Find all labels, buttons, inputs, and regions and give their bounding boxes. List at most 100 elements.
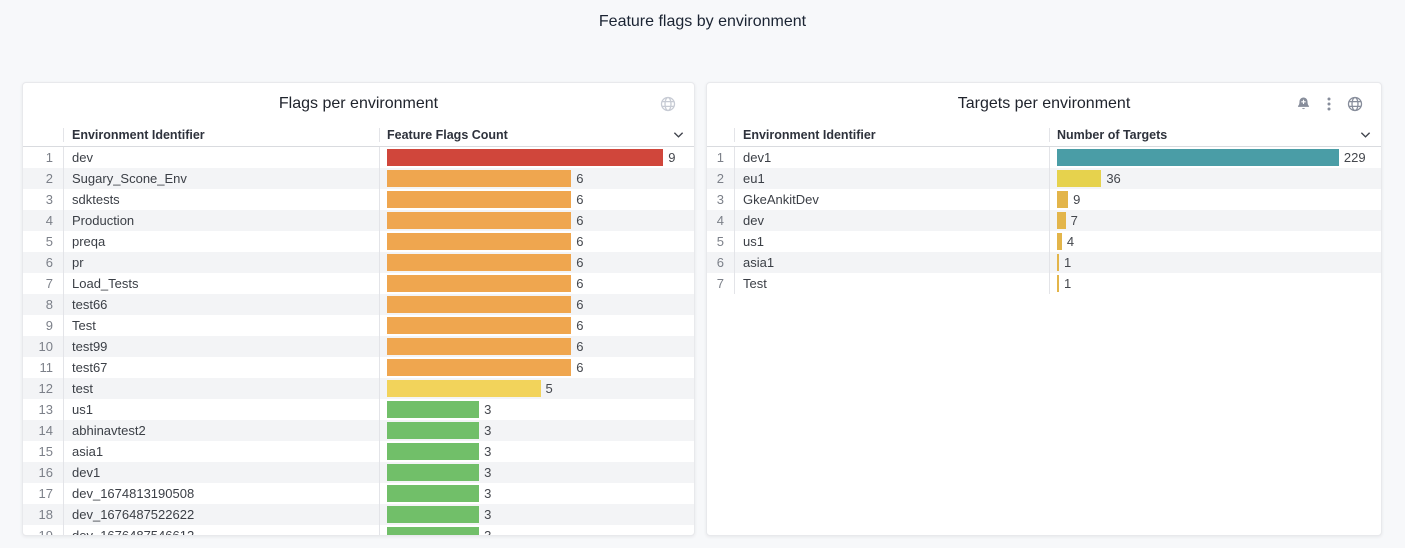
table-row: 14 abhinavtest2 3 [23, 420, 694, 441]
row-index: 15 [38, 444, 53, 459]
environment-name: us1 [63, 399, 379, 420]
panel-title[interactable]: Targets per environment [957, 94, 1131, 112]
panel-header: Targets per environment [707, 83, 1381, 124]
bar-cell: 9 [379, 147, 694, 168]
column-header-label: Feature Flags Count [387, 128, 508, 142]
bar-cell: 1 [1049, 252, 1381, 273]
bar-cell: 6 [379, 231, 694, 252]
globe-icon[interactable] [660, 96, 676, 112]
bar-value-label: 1 [1064, 255, 1072, 270]
panel-header-icons [1296, 83, 1363, 124]
environment-name: asia1 [734, 252, 1049, 273]
bar-cell: 3 [379, 483, 694, 504]
panel-title[interactable]: Flags per environment [278, 94, 439, 112]
bar-value-label: 6 [576, 339, 584, 354]
bar-value-label: 6 [576, 255, 584, 270]
row-index: 10 [38, 339, 53, 354]
table-row: 19 dev_1676487546612 3 [23, 525, 694, 536]
row-index: 9 [45, 318, 53, 333]
bar-value-label: 6 [576, 276, 584, 291]
environment-name: abhinavtest2 [63, 420, 379, 441]
column-header-feature-flags-count[interactable]: Feature Flags Count [379, 128, 694, 142]
environment-name: dev_1676487546612 [63, 525, 379, 535]
bar-cell: 3 [379, 399, 694, 420]
environment-name: dev1 [63, 462, 379, 483]
environment-name: dev1 [734, 147, 1049, 168]
chevron-down-icon[interactable] [673, 131, 684, 139]
table-row: 18 dev_1676487522622 3 [23, 504, 694, 525]
environment-name: sdktests [63, 189, 379, 210]
bar-value-label: 3 [484, 528, 492, 536]
panels-row: Flags per environment Environment Identi… [22, 82, 1382, 536]
row-index: 11 [39, 360, 54, 375]
bar-value-label: 4 [1066, 234, 1075, 249]
bar-value-label: 3 [484, 486, 492, 501]
environment-name: eu1 [734, 168, 1049, 189]
bar-cell: 7 [1049, 210, 1381, 231]
table-scroll-area[interactable]: 1 dev 9 2 Sugary_Scone_Env 6 3 sdktests 6 4 Produc… [23, 147, 694, 536]
row-index: 7 [45, 276, 53, 291]
globe-icon[interactable] [1347, 96, 1363, 112]
bar-cell: 3 [379, 420, 694, 441]
panel-header-icons [660, 83, 676, 124]
bar-value-label: 6 [576, 192, 584, 207]
row-index: 6 [716, 255, 724, 270]
chevron-down-icon[interactable] [1360, 131, 1371, 139]
table-row: 9 Test 6 [23, 315, 694, 336]
panel-flags-per-environment: Flags per environment Environment Identi… [22, 82, 695, 536]
bar-value-label: 9 [668, 150, 676, 165]
environment-name: dev_1674813190508 [63, 483, 379, 504]
bar-value-label: 3 [484, 402, 492, 417]
value-bar [1057, 191, 1069, 208]
bar-cell: 6 [379, 252, 694, 273]
environment-name: dev [63, 147, 379, 168]
bar-cell: 3 [379, 441, 694, 462]
column-header-environment-identifier[interactable]: Environment Identifier [734, 128, 1049, 142]
bar-cell: 229 [1049, 147, 1381, 168]
bar-value-label: 9 [1073, 192, 1081, 207]
table-row: 8 test66 6 [23, 294, 694, 315]
table-row: 11 test67 6 [23, 357, 694, 378]
bar-value-label: 3 [484, 507, 492, 522]
value-bar [387, 149, 664, 166]
bar-cell: 4 [1049, 231, 1381, 252]
bar-value-label: 3 [484, 423, 492, 438]
environment-name: Test [734, 273, 1049, 294]
bar-cell: 6 [379, 189, 694, 210]
value-bar [387, 170, 572, 187]
table-row: 10 test99 6 [23, 336, 694, 357]
row-index: 5 [716, 234, 724, 249]
environment-name: asia1 [63, 441, 379, 462]
environment-name: test66 [63, 294, 379, 315]
bar-value-label: 1 [1064, 276, 1072, 291]
row-index: 14 [38, 423, 53, 438]
environment-name: Load_Tests [63, 273, 379, 294]
bar-value-label: 3 [484, 465, 492, 480]
row-index: 2 [716, 171, 724, 186]
table-row: 3 GkeAnkitDev 9 [707, 189, 1381, 210]
bar-value-label: 3 [484, 444, 492, 459]
kebab-menu-icon[interactable] [1327, 96, 1331, 112]
bar-cell: 6 [379, 336, 694, 357]
environment-name: Test [63, 315, 379, 336]
row-index: 7 [716, 276, 724, 291]
table-row: 7 Test 1 [707, 273, 1381, 294]
row-index: 4 [45, 213, 53, 228]
value-bar [387, 380, 541, 397]
column-header-environment-identifier[interactable]: Environment Identifier [63, 128, 379, 142]
environment-name: GkeAnkitDev [734, 189, 1049, 210]
bar-value-label: 6 [576, 318, 584, 333]
row-index: 3 [45, 192, 53, 207]
column-header-number-of-targets[interactable]: Number of Targets [1049, 128, 1381, 142]
value-bar [1057, 149, 1339, 166]
value-bar [387, 422, 480, 439]
table-row: 2 Sugary_Scone_Env 6 [23, 168, 694, 189]
environment-name: Production [63, 210, 379, 231]
bar-value-label: 229 [1343, 150, 1366, 165]
table-row: 6 pr 6 [23, 252, 694, 273]
table-row: 13 us1 3 [23, 399, 694, 420]
bar-cell: 6 [379, 294, 694, 315]
alert-bell-icon[interactable] [1296, 96, 1311, 112]
table-row: 6 asia1 1 [707, 252, 1381, 273]
table-scroll-area[interactable]: 1 dev1 229 2 eu1 36 3 GkeAnkitDev 9 4 dev 7 5 us1 4 6 as… [707, 147, 1381, 535]
